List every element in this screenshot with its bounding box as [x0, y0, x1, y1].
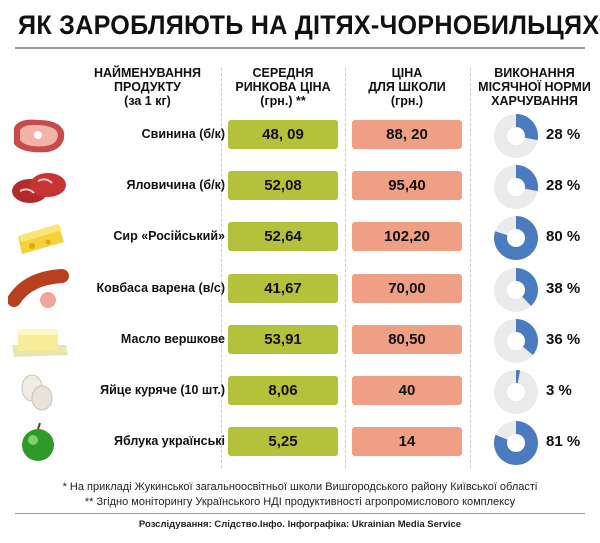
table-row: Сир «Російський» 52,64 102,20 80 %	[0, 212, 600, 262]
table-row: Яблука українські 5,25 14 81 %	[0, 417, 600, 467]
table-row: Свинина (б/к) 48, 09 88, 20 28 %	[0, 110, 600, 160]
column-divider	[345, 68, 346, 468]
market-price: 53,91	[228, 324, 338, 354]
norm-donut	[492, 266, 540, 319]
eggs-icon	[8, 370, 70, 412]
header-line: МІСЯЧНОЇ НОРМИ	[478, 80, 591, 94]
title-divider	[15, 47, 585, 49]
donut-slice	[516, 267, 539, 306]
product-name: Ковбаса варена (в/с)	[96, 280, 225, 295]
product-name: Свинина (б/к)	[141, 127, 225, 141]
market-price: 8,06	[228, 376, 338, 405]
header-line: ПРОДУКТУ	[114, 80, 181, 94]
norm-donut	[492, 112, 540, 165]
norm-percent: 80 %	[546, 228, 581, 246]
credit: Розслідування: Слідство.Інфо. Інфографік…	[138, 519, 462, 530]
header-product: НАЙМЕНУВАННЯ ПРОДУКТУ (за 1 кг)	[70, 66, 225, 108]
column-divider	[221, 68, 222, 468]
table-row: Яловичина (б/к) 52,08 95,40 28 %	[0, 161, 600, 211]
header-norm: ВИКОНАННЯ МІСЯЧНОЇ НОРМИ ХАРЧУВАННЯ	[472, 66, 597, 108]
market-price: 52,08	[228, 171, 338, 201]
school-price: 95,40	[352, 171, 462, 201]
school-price: 70,00	[352, 273, 462, 303]
product-name: Яйце куряче (10 шт.)	[100, 383, 225, 397]
school-price: 14	[352, 427, 462, 457]
norm-donut	[492, 317, 540, 370]
market-price: 52,64	[228, 222, 338, 252]
product-name: Яловичина (б/к)	[126, 178, 225, 193]
product-name: Масло вершкове	[120, 331, 225, 346]
footnote-1: * На прикладі Жукинської загальноосвітнь…	[62, 481, 538, 493]
header-line: РИНКОВА ЦІНА	[235, 80, 331, 94]
school-price: 80,50	[352, 324, 462, 354]
school-price: 102,20	[352, 222, 462, 252]
norm-percent: 38 %	[546, 279, 581, 297]
header-line: (за 1 кг)	[124, 94, 171, 108]
header-line: (грн.)	[390, 94, 424, 108]
header-line: ХАРЧУВАННЯ	[491, 94, 578, 108]
header-line: (грн.) **	[260, 94, 306, 108]
norm-percent: 81 %	[546, 433, 581, 451]
sausage-icon	[7, 268, 70, 310]
norm-donut	[492, 368, 540, 421]
norm-percent: 3 %	[546, 382, 572, 399]
norm-percent: 28 %	[546, 177, 581, 195]
norm-percent: 28 %	[546, 126, 581, 143]
apple-icon	[8, 421, 70, 463]
butter-icon	[8, 319, 70, 361]
norm-donut	[492, 214, 540, 267]
footnote-2: ** Згідно моніторингу Українського НДІ п…	[84, 496, 516, 508]
table-row: Ковбаса варена (в/с) 41,67 70,00 38 %	[0, 264, 600, 314]
page-title: ЯК ЗАРОБЛЯЮТЬ НА ДІТЯХ-ЧОРНОБИЛЬЦЯХ*	[18, 10, 600, 40]
header-school: ЦІНА ДЛЯ ШКОЛИ (грн.)	[347, 66, 467, 108]
donut-slice	[516, 318, 538, 355]
header-line: СЕРЕДНЯ	[252, 66, 314, 80]
norm-donut	[492, 163, 540, 216]
product-name: Сир «Російський»	[113, 229, 225, 244]
header-line: ЦІНА	[391, 66, 423, 80]
product-name: Яблука українські	[113, 434, 225, 449]
norm-donut	[492, 419, 540, 472]
market-price: 41,67	[228, 273, 338, 303]
beef-icon	[8, 165, 70, 207]
header-line: ВИКОНАННЯ	[494, 66, 575, 80]
header-line: НАЙМЕНУВАННЯ	[93, 66, 202, 80]
norm-percent: 36 %	[546, 330, 581, 348]
school-price: 40	[352, 376, 462, 405]
table-row: Яйце куряче (10 шт.) 8,06 40 3 %	[0, 366, 600, 416]
market-price: 5,25	[228, 427, 338, 457]
table-row: Масло вершкове 53,91 80,50 36 %	[0, 315, 600, 365]
footer-divider	[15, 513, 585, 514]
cheese-icon	[8, 216, 70, 258]
market-price: 48, 09	[228, 120, 338, 149]
header-line: ДЛЯ ШКОЛИ	[368, 80, 446, 94]
school-price: 88, 20	[352, 120, 462, 149]
column-divider	[470, 68, 471, 468]
header-market: СЕРЕДНЯ РИНКОВА ЦІНА (грн.) **	[223, 66, 343, 108]
pork-icon	[8, 114, 70, 156]
